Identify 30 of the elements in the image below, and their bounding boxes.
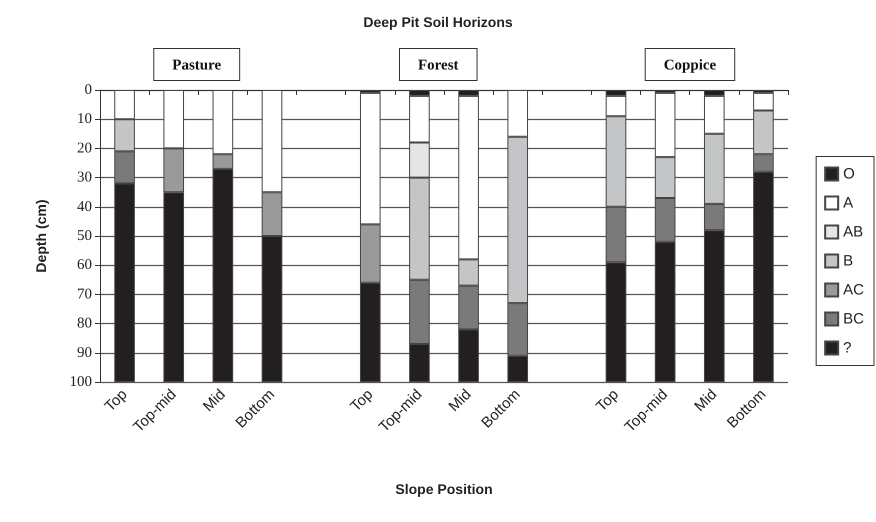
y-tick-label: 60 [77,257,92,274]
legend-label: AC [843,282,864,298]
text: Forest [418,58,459,74]
x-tick-label: Top [101,386,131,416]
x-tick-label: Top [347,386,376,416]
x-tick-label: Mid [691,386,720,416]
x-tick-label: Mid [200,386,229,416]
y-tick-label: 0 [84,82,92,98]
legend-label: BC [843,310,864,328]
y-axis-title: Depth (cm) [33,199,49,273]
legend-label: O [843,166,855,182]
y-tick-label: 100 [70,374,92,390]
text: Pasture [172,58,222,74]
y-tick-label: 70 [77,286,92,302]
x-axis-title: Slope Position [395,481,493,497]
y-tick-label: 40 [77,198,92,215]
chart-title: Deep Pit Soil Horizons [363,14,513,30]
text: Coppice [664,58,717,74]
y-tick-label: 90 [77,344,92,361]
y-tick-label: 80 [77,316,92,332]
legend-label: ? [843,340,852,356]
y-tick-label: 20 [77,140,92,156]
y-tick-label: 10 [77,111,92,128]
x-tick-label: Top [592,386,622,416]
legend-label: B [843,252,854,270]
y-tick-label: 30 [77,170,92,186]
x-tick-label: Mid [445,386,475,416]
y-tick-label: 50 [77,228,92,244]
legend-label: A [843,194,854,212]
legend-label: AB [843,224,864,240]
